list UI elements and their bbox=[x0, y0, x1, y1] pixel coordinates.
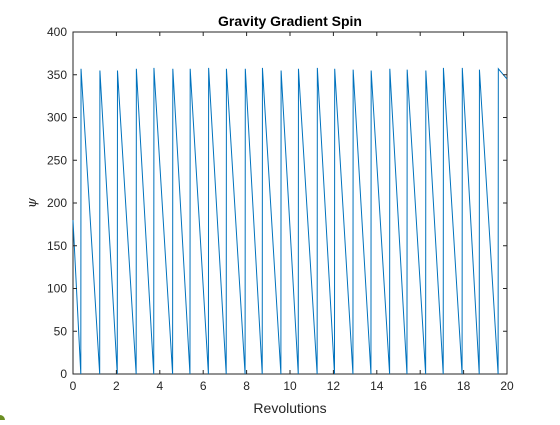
y-tick-label: 400 bbox=[47, 25, 67, 39]
axes-box bbox=[72, 31, 508, 375]
y-tick-label: 350 bbox=[47, 68, 67, 82]
x-tick-label: 0 bbox=[70, 379, 77, 393]
y-tick-label: 0 bbox=[60, 367, 67, 381]
x-tick-label: 8 bbox=[243, 379, 250, 393]
series-line-0 bbox=[72, 67, 508, 375]
x-tick-label: 18 bbox=[457, 379, 471, 393]
x-tick-label: 14 bbox=[370, 379, 384, 393]
x-tick-label: 4 bbox=[156, 379, 163, 393]
x-axis-label: Revolutions bbox=[253, 400, 326, 416]
y-tick-label: 150 bbox=[47, 239, 67, 253]
x-tick-label: 10 bbox=[283, 379, 297, 393]
y-tick-label: 250 bbox=[47, 153, 67, 167]
chart-title: Gravity Gradient Spin bbox=[218, 13, 362, 29]
x-tick-label: 2 bbox=[113, 379, 120, 393]
plot-area: 0 2 4 6 8 10 12 14 16 18 2005010015020025030035040… bbox=[47, 25, 514, 393]
y-tick-label: 200 bbox=[47, 196, 67, 210]
x-tick-label: 6 bbox=[200, 379, 207, 393]
x-tick-label: 20 bbox=[500, 379, 514, 393]
x-tick-label: 12 bbox=[327, 379, 341, 393]
y-tick-label: 50 bbox=[54, 324, 68, 338]
y-axis-label: ψ bbox=[25, 197, 40, 208]
y-tick-label: 100 bbox=[47, 282, 67, 296]
x-tick-label: 16 bbox=[414, 379, 428, 393]
y-tick-label: 300 bbox=[47, 111, 67, 125]
corner-mark bbox=[0, 415, 5, 420]
